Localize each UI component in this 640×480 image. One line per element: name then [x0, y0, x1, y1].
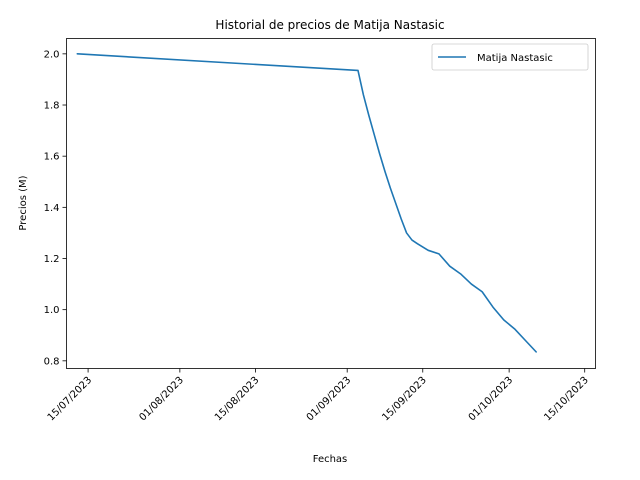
- x-tick-label: 15/07/2023: [46, 375, 95, 424]
- x-tick-label: 15/09/2023: [380, 375, 429, 424]
- chart-title: Historial de precios de Matija Nastasic: [215, 18, 444, 32]
- series-line-0: [76, 53, 537, 353]
- x-tick-label: 01/10/2023: [467, 375, 516, 424]
- x-tick-label: 15/10/2023: [542, 375, 591, 424]
- series-layer: [76, 53, 537, 353]
- x-axis: 15/07/2023 01/08/2023 15/08/2023 01/09/2023…: [46, 368, 591, 424]
- y-tick-label: 2.0: [44, 49, 60, 60]
- y-tick-label: 1.8: [44, 101, 60, 112]
- legend: Matija Nastasic: [431, 43, 589, 71]
- y-axis: 0.8 1.0 1.2 1.4 1.6 1.8 2.0: [44, 49, 67, 367]
- x-tick-label: 01/08/2023: [137, 375, 186, 424]
- plot-frame: [66, 38, 596, 369]
- legend-box: [431, 43, 589, 71]
- y-axis-label: Precios (M): [18, 175, 29, 230]
- plot-area: [66, 38, 596, 369]
- y-tick-label: 1.6: [44, 152, 60, 163]
- x-tick-label: 01/09/2023: [305, 375, 354, 424]
- y-tick-label: 1.4: [44, 203, 60, 214]
- y-tick-label: 0.8: [44, 356, 60, 367]
- legend-label: Matija Nastasic: [477, 53, 553, 64]
- x-tick-label: 15/08/2023: [213, 375, 262, 424]
- y-tick-label: 1.0: [44, 305, 60, 316]
- x-axis-label: Fechas: [313, 454, 348, 465]
- y-tick-label: 1.2: [44, 254, 60, 265]
